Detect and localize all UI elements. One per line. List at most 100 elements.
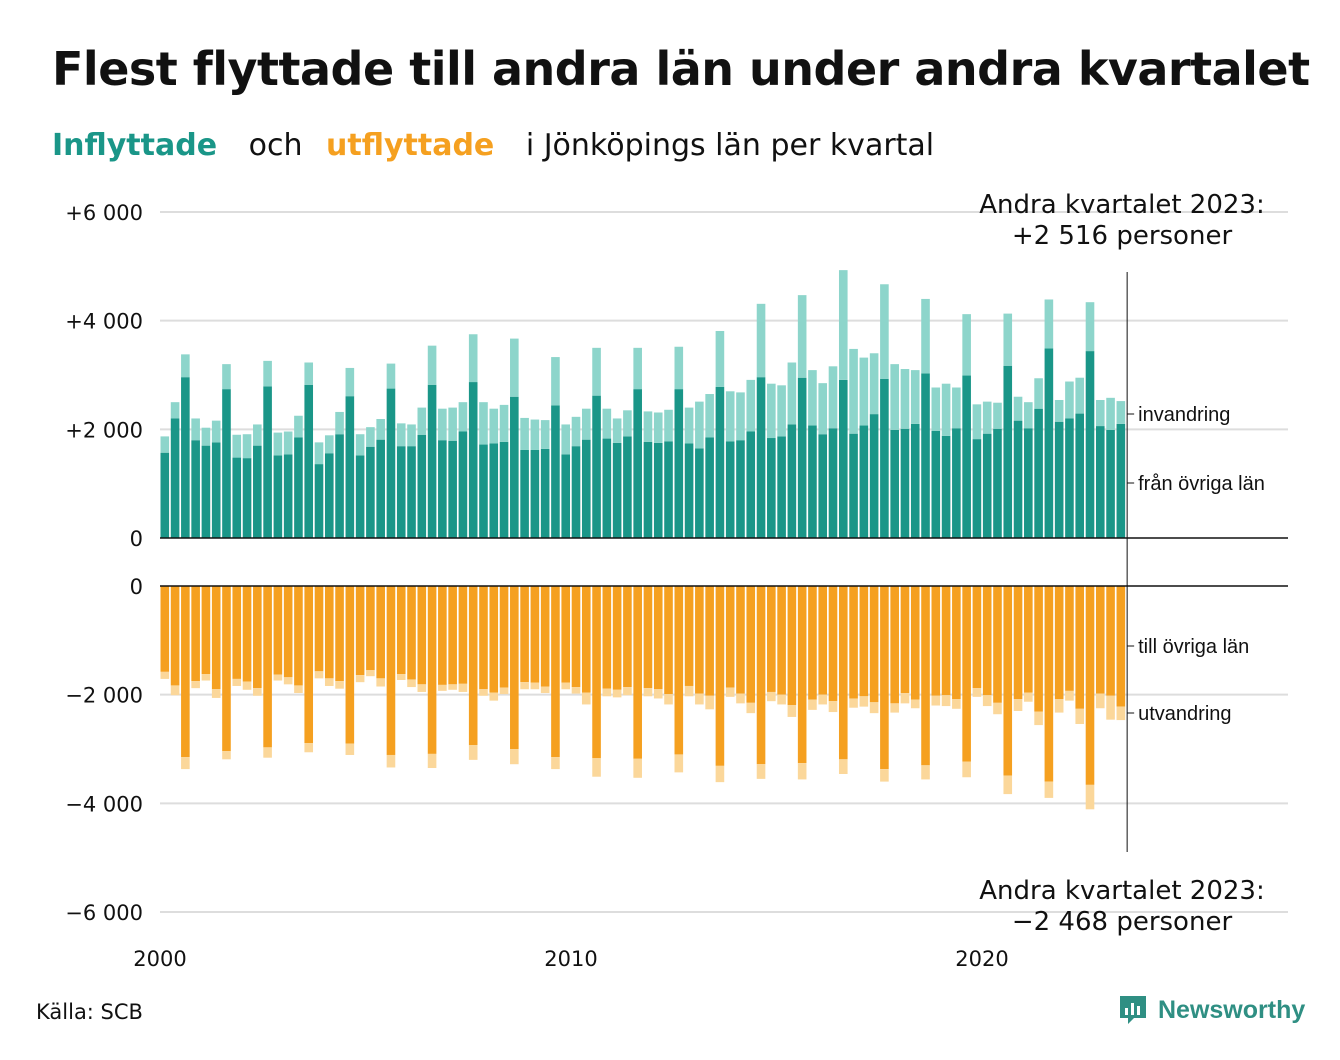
- bar-immigration: [191, 418, 200, 441]
- bar-emigration: [273, 674, 283, 681]
- bar-immigration: [294, 415, 303, 438]
- bar-emigration: [253, 688, 262, 696]
- bar-immigration: [1003, 313, 1013, 366]
- bar-out-domestic: [294, 586, 303, 686]
- bar-immigration: [756, 303, 766, 378]
- bar-emigration: [756, 764, 766, 779]
- bar-in-domestic: [181, 377, 190, 538]
- bar-in-domestic: [324, 453, 334, 538]
- bar-emigration: [653, 689, 663, 699]
- bar-immigration: [674, 346, 684, 390]
- bar-immigration: [170, 402, 180, 419]
- bar-in-domestic: [273, 455, 283, 538]
- bar-in-domestic: [530, 449, 540, 538]
- bar-out-domestic: [643, 586, 653, 689]
- bar-emigration: [191, 681, 200, 689]
- bar-immigration: [962, 314, 971, 376]
- bar-in-domestic: [890, 429, 899, 538]
- bar-out-domestic: [880, 586, 889, 770]
- bar-in-domestic: [222, 389, 231, 538]
- bar-immigration: [1013, 396, 1023, 421]
- bar-in-domestic: [170, 418, 180, 538]
- bar-out-domestic: [715, 586, 725, 766]
- bar-immigration: [869, 353, 879, 415]
- bar-immigration: [931, 387, 941, 431]
- bar-emigration: [376, 678, 385, 687]
- bar-in-domestic: [1013, 420, 1023, 538]
- bar-in-domestic: [304, 384, 314, 538]
- bar-in-domestic: [479, 444, 488, 538]
- bar-out-domestic: [1054, 586, 1064, 700]
- bar-out-domestic: [921, 586, 930, 766]
- bar-out-domestic: [170, 586, 180, 686]
- bar-immigration: [633, 347, 642, 390]
- y-tick-label-bottom: −6 000: [65, 901, 143, 925]
- bar-in-domestic: [366, 446, 375, 538]
- bar-out-domestic: [818, 586, 828, 695]
- bar-emigration: [458, 683, 468, 692]
- bar-immigration: [520, 417, 529, 450]
- bar-emigration: [633, 758, 642, 778]
- bar-immigration: [1024, 402, 1033, 429]
- bar-emigration: [797, 763, 807, 780]
- bar-immigration: [571, 416, 581, 447]
- bar-in-domestic: [211, 442, 221, 538]
- bar-emigration: [777, 694, 786, 705]
- bar-emigration: [181, 757, 190, 770]
- bar-emigration: [849, 698, 858, 708]
- bar-out-domestic: [767, 586, 776, 692]
- bar-emigration: [427, 753, 437, 769]
- bar-in-domestic: [376, 439, 385, 538]
- bar-immigration: [767, 383, 776, 439]
- bar-immigration: [242, 434, 252, 459]
- bar-out-domestic: [705, 586, 714, 696]
- bar-emigration: [510, 749, 519, 765]
- bar-emigration: [664, 694, 673, 705]
- bar-in-domestic: [653, 442, 663, 538]
- bar-out-domestic: [1013, 586, 1023, 700]
- bar-in-domestic: [242, 458, 252, 538]
- bar-emigration: [479, 689, 488, 696]
- bar-in-domestic: [623, 436, 632, 538]
- bar-emigration: [283, 677, 293, 685]
- bar-in-domestic: [921, 373, 930, 538]
- bar-emigration: [941, 695, 951, 707]
- bar-immigration: [592, 347, 601, 396]
- bar-emigration: [1034, 711, 1043, 726]
- bar-immigration: [1095, 399, 1105, 427]
- y-tick-label-top: +2 000: [65, 418, 143, 442]
- bar-immigration: [808, 370, 817, 426]
- bar-out-domestic: [211, 586, 221, 690]
- bar-immigration: [612, 418, 622, 443]
- bar-immigration: [695, 401, 704, 449]
- bar-out-domestic: [355, 586, 365, 676]
- bar-immigration: [941, 383, 951, 436]
- annotation-bottom-line-2: −2 468 personer: [1012, 907, 1233, 937]
- bar-emigration: [345, 743, 355, 755]
- bar-immigration: [458, 402, 468, 432]
- annotation-top-line-2: +2 516 personer: [1012, 221, 1233, 251]
- bar-in-domestic: [869, 414, 879, 538]
- bar-emigration: [767, 691, 776, 702]
- bar-emigration: [1024, 692, 1033, 702]
- bar-emigration: [612, 689, 622, 698]
- series-label-immigration: invandring: [1138, 404, 1230, 426]
- bar-emigration: [921, 765, 930, 780]
- bar-out-domestic: [592, 586, 601, 759]
- bar-emigration: [561, 682, 571, 690]
- bar-in-domestic: [900, 428, 910, 538]
- bar-emigration: [684, 685, 694, 697]
- annotation-top-line-1: Andra kvartalet 2023:: [979, 190, 1264, 220]
- subtitle-inflyttade: Inflyttade: [52, 128, 218, 163]
- chart-subtitle: Inflyttade och utflyttade i Jönköpings l…: [52, 128, 934, 163]
- bar-in-domestic: [695, 448, 704, 538]
- bar-emigration: [314, 671, 324, 679]
- bar-out-domestic: [540, 586, 550, 687]
- bar-emigration: [417, 684, 427, 692]
- bar-immigration: [222, 364, 231, 390]
- bar-immigration: [427, 345, 437, 385]
- subtitle-rest: i Jönköpings län per kvartal: [525, 128, 935, 163]
- bar-out-domestic: [633, 586, 642, 759]
- bar-emigration: [1085, 784, 1095, 810]
- bar-in-domestic: [232, 457, 242, 538]
